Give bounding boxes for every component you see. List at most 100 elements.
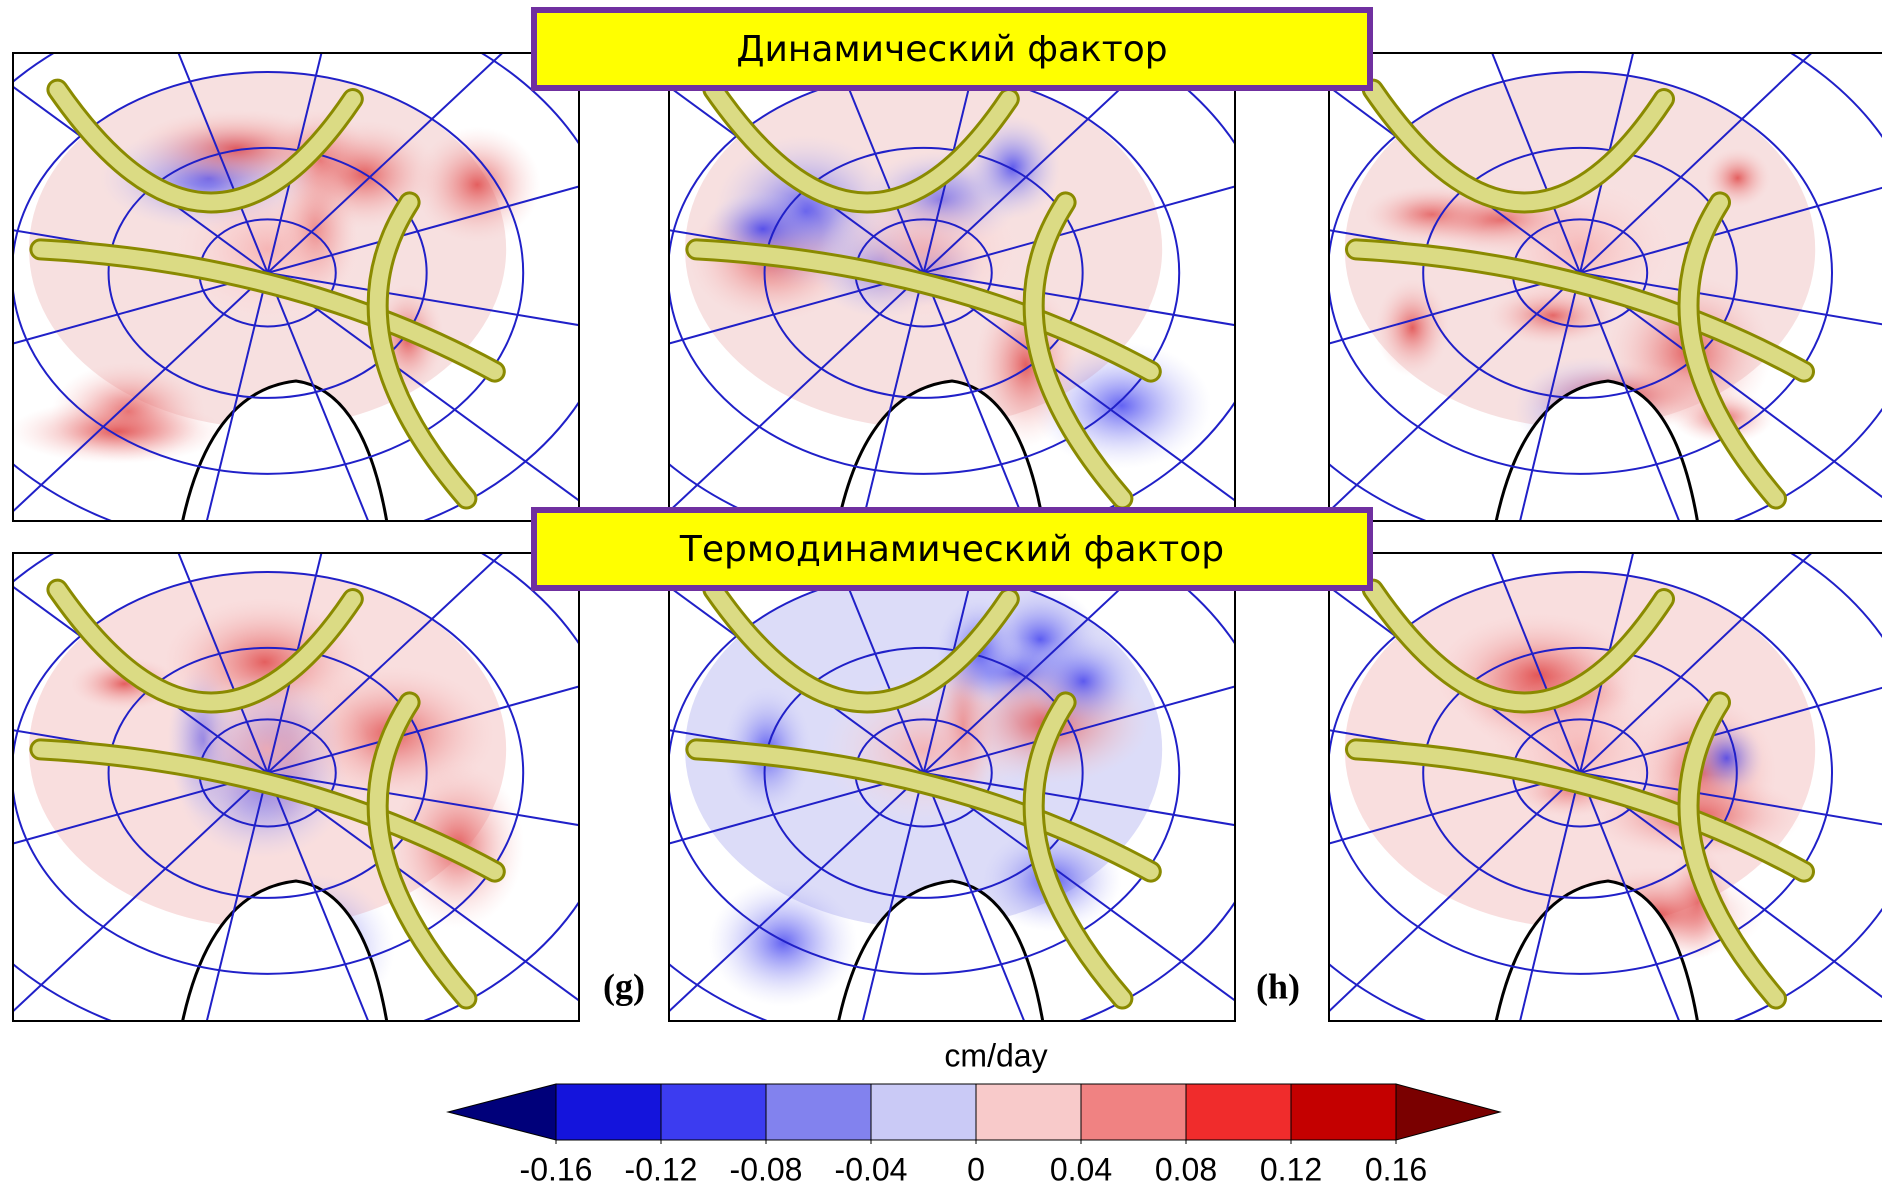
colorbar-label: cm/day	[944, 1037, 1047, 1073]
land	[836, 379, 1045, 522]
graticule-meridian	[1328, 771, 1581, 845]
banner-text: Термодинамический фактор	[679, 529, 1224, 570]
graticule-meridian	[1579, 686, 1882, 774]
anomaly-blob	[708, 878, 858, 1007]
map-panel	[1328, 52, 1882, 522]
panel-label: (h)	[1256, 966, 1300, 1006]
banner: Динамический фактор	[531, 7, 1373, 91]
graticule-meridian	[205, 772, 269, 1022]
graticule-circle	[1422, 646, 1738, 899]
colorbar-box	[1290, 1083, 1397, 1141]
colorbar-box	[975, 1083, 1082, 1141]
graticule-meridian	[267, 771, 580, 827]
graticule-meridian	[1328, 584, 1581, 774]
map-panel	[668, 552, 1236, 1022]
drift-arrow	[49, 581, 361, 711]
drift-arrow	[49, 81, 361, 211]
graticule-meridian	[668, 272, 925, 514]
graticule-circle	[763, 646, 1084, 899]
banner-box	[531, 507, 1373, 591]
graticule-circle	[1328, 71, 1833, 475]
graticule-meridian	[1579, 271, 1882, 326]
banner: Термодинамический фактор	[531, 507, 1373, 591]
graticule-meridian	[668, 771, 924, 845]
graticule-meridian	[668, 772, 925, 1014]
land	[836, 879, 1045, 1022]
colorbar-box	[660, 1083, 767, 1141]
graticule-meridian	[12, 272, 269, 514]
graticule-meridian	[12, 771, 268, 845]
colorbar-tick-label: 0	[967, 1151, 985, 1187]
drift-arrow	[1348, 741, 1812, 880]
graticule-circle	[763, 146, 1084, 399]
graticule-meridian	[12, 584, 269, 774]
graticule-meridian	[923, 771, 1236, 827]
graticule-meridian	[922, 272, 1026, 522]
graticule-meridian	[922, 772, 1026, 1022]
graticule-meridian	[1579, 552, 1635, 774]
graticule-meridian	[12, 84, 269, 274]
drift-arrow	[32, 241, 503, 380]
graticule-meridian	[267, 772, 580, 1003]
graticule-meridian	[1579, 272, 1681, 522]
map-panel	[12, 552, 580, 1022]
graticule-meridian	[923, 185, 1236, 274]
colorbar-box	[1080, 1083, 1187, 1141]
colorbar-tick-label: -0.16	[520, 1151, 593, 1187]
graticule-meridian	[266, 552, 323, 774]
graticule-meridian	[1579, 772, 1882, 999]
graticule-meridian	[1579, 272, 1882, 499]
colorbar-tick-label: 0.08	[1155, 1151, 1217, 1187]
graticule-meridian	[1328, 84, 1581, 274]
drift-arrow	[1364, 581, 1672, 711]
anomaly-blob	[413, 126, 541, 243]
graticule-circle	[107, 146, 428, 399]
graticule-meridian	[668, 584, 925, 774]
graticule-meridian	[266, 272, 370, 522]
land	[180, 879, 389, 1022]
colorbar-box	[555, 1083, 662, 1141]
colorbar-extend-low	[446, 1083, 557, 1141]
graticule-meridian	[1579, 552, 1814, 774]
anomaly-blob	[1375, 278, 1450, 378]
graticule-meridian	[923, 772, 1236, 1003]
colorbar-box	[765, 1083, 872, 1141]
graticule-meridian	[1328, 271, 1581, 345]
graticule-meridian	[923, 272, 1236, 503]
drift-arrow	[32, 741, 503, 880]
colorbar-tick-label: 0.04	[1050, 1151, 1112, 1187]
drift-arrow	[688, 241, 1159, 380]
graticule-circle	[12, 71, 525, 475]
graticule-meridian	[205, 272, 269, 522]
drift-arrow	[1025, 694, 1131, 1007]
graticule-meridian	[1518, 272, 1581, 522]
graticule-circle	[1422, 146, 1738, 399]
colorbar-tick-label: 0.16	[1365, 1151, 1427, 1187]
colorbar: -0.16 -0.12 -0.08 -0.04 0 0.04 0.08 0.12 0.16	[446, 1083, 1502, 1187]
anomaly-blob	[12, 399, 225, 464]
drift-arrow	[1364, 81, 1672, 211]
graticule-meridian	[923, 685, 1236, 774]
map-panel	[1328, 552, 1882, 1022]
colorbar-tick-label: -0.08	[730, 1151, 803, 1187]
graticule-meridian	[922, 52, 1161, 274]
graticule-meridian	[861, 272, 925, 522]
banner-text: Динамический фактор	[736, 29, 1167, 70]
graticule-meridian	[861, 772, 925, 1022]
graticule-meridian	[12, 271, 268, 345]
graticule-circle	[1328, 571, 1833, 975]
graticule-meridian	[12, 772, 269, 1014]
graticule-meridian	[1328, 772, 1581, 1014]
graticule-meridian	[267, 272, 580, 503]
graticule-meridian	[1579, 52, 1814, 274]
graticule-meridian	[1579, 52, 1635, 274]
drift-arrow	[688, 741, 1159, 880]
graticule-meridian	[266, 552, 505, 774]
graticule-meridian	[266, 52, 323, 274]
graticule-meridian	[267, 685, 580, 774]
graticule-meridian	[267, 271, 580, 327]
banner-box	[531, 7, 1373, 91]
graticule-meridian	[266, 772, 370, 1022]
